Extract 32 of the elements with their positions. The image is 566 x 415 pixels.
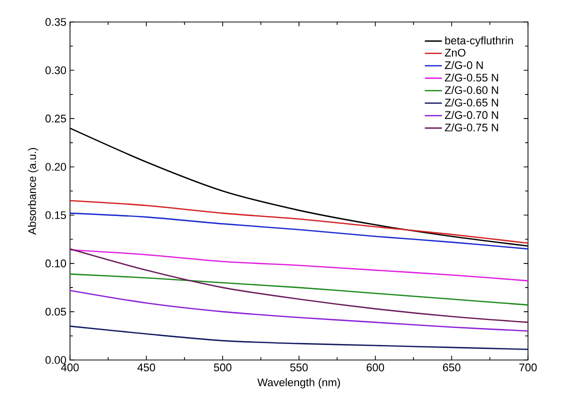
line-series: [70, 212, 528, 250]
y-tick-label: 0.15: [45, 211, 66, 220]
y-tick-label: 0.10: [45, 260, 66, 268]
y-tick-label: 0.05: [45, 308, 66, 316]
legend-label: Z/G-0 N: [444, 60, 483, 70]
y-tick-label: 0.00: [45, 356, 66, 364]
y-axis-title: Absorbance (a.u.): [28, 148, 38, 235]
x-tick-label: 550: [290, 364, 308, 372]
x-tick-label: 500: [214, 364, 232, 372]
line-series: [70, 326, 528, 350]
x-tick-label: 700: [519, 364, 537, 372]
line-series: [70, 200, 528, 244]
line-series: [70, 273, 528, 306]
y-tick-label: 0.25: [45, 114, 66, 122]
x-tick-label: 600: [366, 364, 384, 372]
line-series: [70, 249, 528, 282]
legend-label: beta-cyfluthrin: [445, 36, 513, 47]
legend-label: ZnO: [444, 48, 466, 57]
x-tick-label: 450: [137, 364, 156, 372]
legend-label: Z/G-0.75 N: [444, 123, 498, 132]
y-tick-label: 0.30: [45, 66, 66, 74]
x-tick-label: 400: [61, 364, 79, 372]
x-tick-label: 650: [443, 364, 460, 372]
y-tick-label: 0.20: [45, 162, 66, 171]
legend-label: Z/G-0.60 N: [444, 86, 498, 94]
line-series: [70, 290, 528, 332]
line-series: [70, 248, 528, 323]
legend-label: Z/G-0.55 N: [444, 73, 498, 82]
legend-label: Z/G-0.65 N: [444, 98, 498, 106]
legend-label: Z/G-0.70 N: [444, 110, 498, 119]
x-axis-title: Wavelength (nm): [257, 378, 340, 388]
y-tick-label: 0.35: [45, 18, 66, 26]
